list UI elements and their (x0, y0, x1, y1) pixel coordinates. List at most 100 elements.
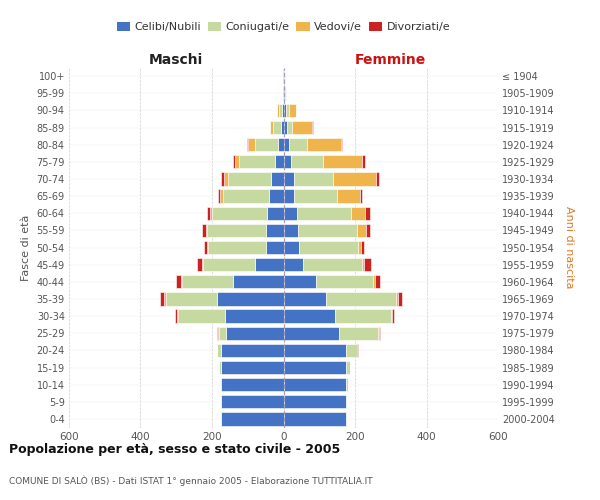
Bar (247, 138, 248, 151)
Bar (182, 275, 233, 288)
Bar (391, 310, 392, 323)
Bar (160, 292, 164, 306)
Bar (346, 378, 348, 392)
Bar (181, 275, 182, 288)
Text: Femmine: Femmine (355, 52, 427, 66)
Bar (335, 310, 391, 323)
Text: Popolazione per età, sesso e stato civile - 2005: Popolazione per età, sesso e stato civil… (9, 442, 340, 456)
Bar (221, 395, 284, 408)
Bar (282, 86, 283, 100)
Bar (333, 172, 376, 186)
Bar (285, 86, 286, 100)
Bar (217, 326, 218, 340)
Bar (376, 172, 379, 186)
Bar (208, 241, 266, 254)
Bar (346, 361, 350, 374)
Bar (202, 258, 203, 272)
Bar (221, 172, 224, 186)
Bar (274, 121, 281, 134)
Bar (219, 361, 221, 374)
Bar (346, 395, 347, 408)
Bar (293, 172, 333, 186)
Bar (278, 138, 284, 151)
Bar (235, 155, 239, 168)
Bar (277, 104, 279, 117)
Bar (326, 292, 396, 306)
Bar (219, 326, 226, 340)
Bar (378, 326, 379, 340)
Bar (175, 310, 177, 323)
Bar (255, 258, 284, 272)
Bar (284, 326, 339, 340)
Bar (290, 155, 323, 168)
Bar (221, 378, 284, 392)
Bar (197, 258, 202, 272)
Bar (283, 70, 284, 83)
Bar (239, 155, 275, 168)
Bar (217, 292, 284, 306)
Bar (266, 241, 284, 254)
Bar (255, 138, 278, 151)
Bar (283, 86, 284, 100)
Bar (202, 224, 206, 237)
Y-axis label: Anni di nascita: Anni di nascita (565, 206, 574, 289)
Bar (224, 310, 284, 323)
Bar (221, 361, 284, 374)
Bar (248, 138, 255, 151)
Bar (298, 224, 357, 237)
Bar (374, 275, 380, 288)
Bar (233, 155, 235, 168)
Bar (284, 172, 293, 186)
Bar (284, 275, 316, 288)
Bar (284, 395, 346, 408)
Bar (221, 412, 284, 426)
Bar (297, 206, 351, 220)
Bar (287, 121, 292, 134)
Bar (316, 275, 373, 288)
Bar (337, 190, 361, 203)
Bar (206, 224, 208, 237)
Bar (346, 412, 347, 426)
Bar (164, 292, 166, 306)
Bar (220, 395, 221, 408)
Bar (266, 224, 284, 237)
Bar (341, 138, 343, 151)
Bar (218, 190, 220, 203)
Bar (379, 326, 380, 340)
Bar (284, 292, 326, 306)
Text: Maschi: Maschi (149, 52, 203, 66)
Bar (292, 121, 312, 134)
Bar (357, 224, 366, 237)
Y-axis label: Fasce di età: Fasce di età (21, 214, 31, 280)
Bar (284, 206, 297, 220)
Bar (365, 206, 370, 220)
Bar (362, 155, 365, 168)
Bar (398, 292, 402, 306)
Bar (281, 121, 284, 134)
Bar (284, 190, 294, 203)
Bar (361, 241, 364, 254)
Bar (166, 292, 217, 306)
Bar (228, 172, 271, 186)
Bar (221, 344, 284, 357)
Bar (299, 241, 358, 254)
Bar (210, 206, 212, 220)
Bar (396, 292, 398, 306)
Bar (312, 121, 313, 134)
Bar (284, 412, 346, 426)
Bar (284, 86, 285, 100)
Bar (268, 206, 284, 220)
Bar (226, 326, 284, 340)
Bar (271, 172, 284, 186)
Bar (223, 190, 269, 203)
Bar (284, 258, 303, 272)
Bar (220, 412, 221, 426)
Bar (233, 275, 284, 288)
Bar (220, 190, 223, 203)
Bar (323, 155, 362, 168)
Bar (284, 104, 286, 117)
Bar (224, 172, 228, 186)
Bar (289, 138, 307, 151)
Bar (351, 206, 365, 220)
Bar (294, 190, 337, 203)
